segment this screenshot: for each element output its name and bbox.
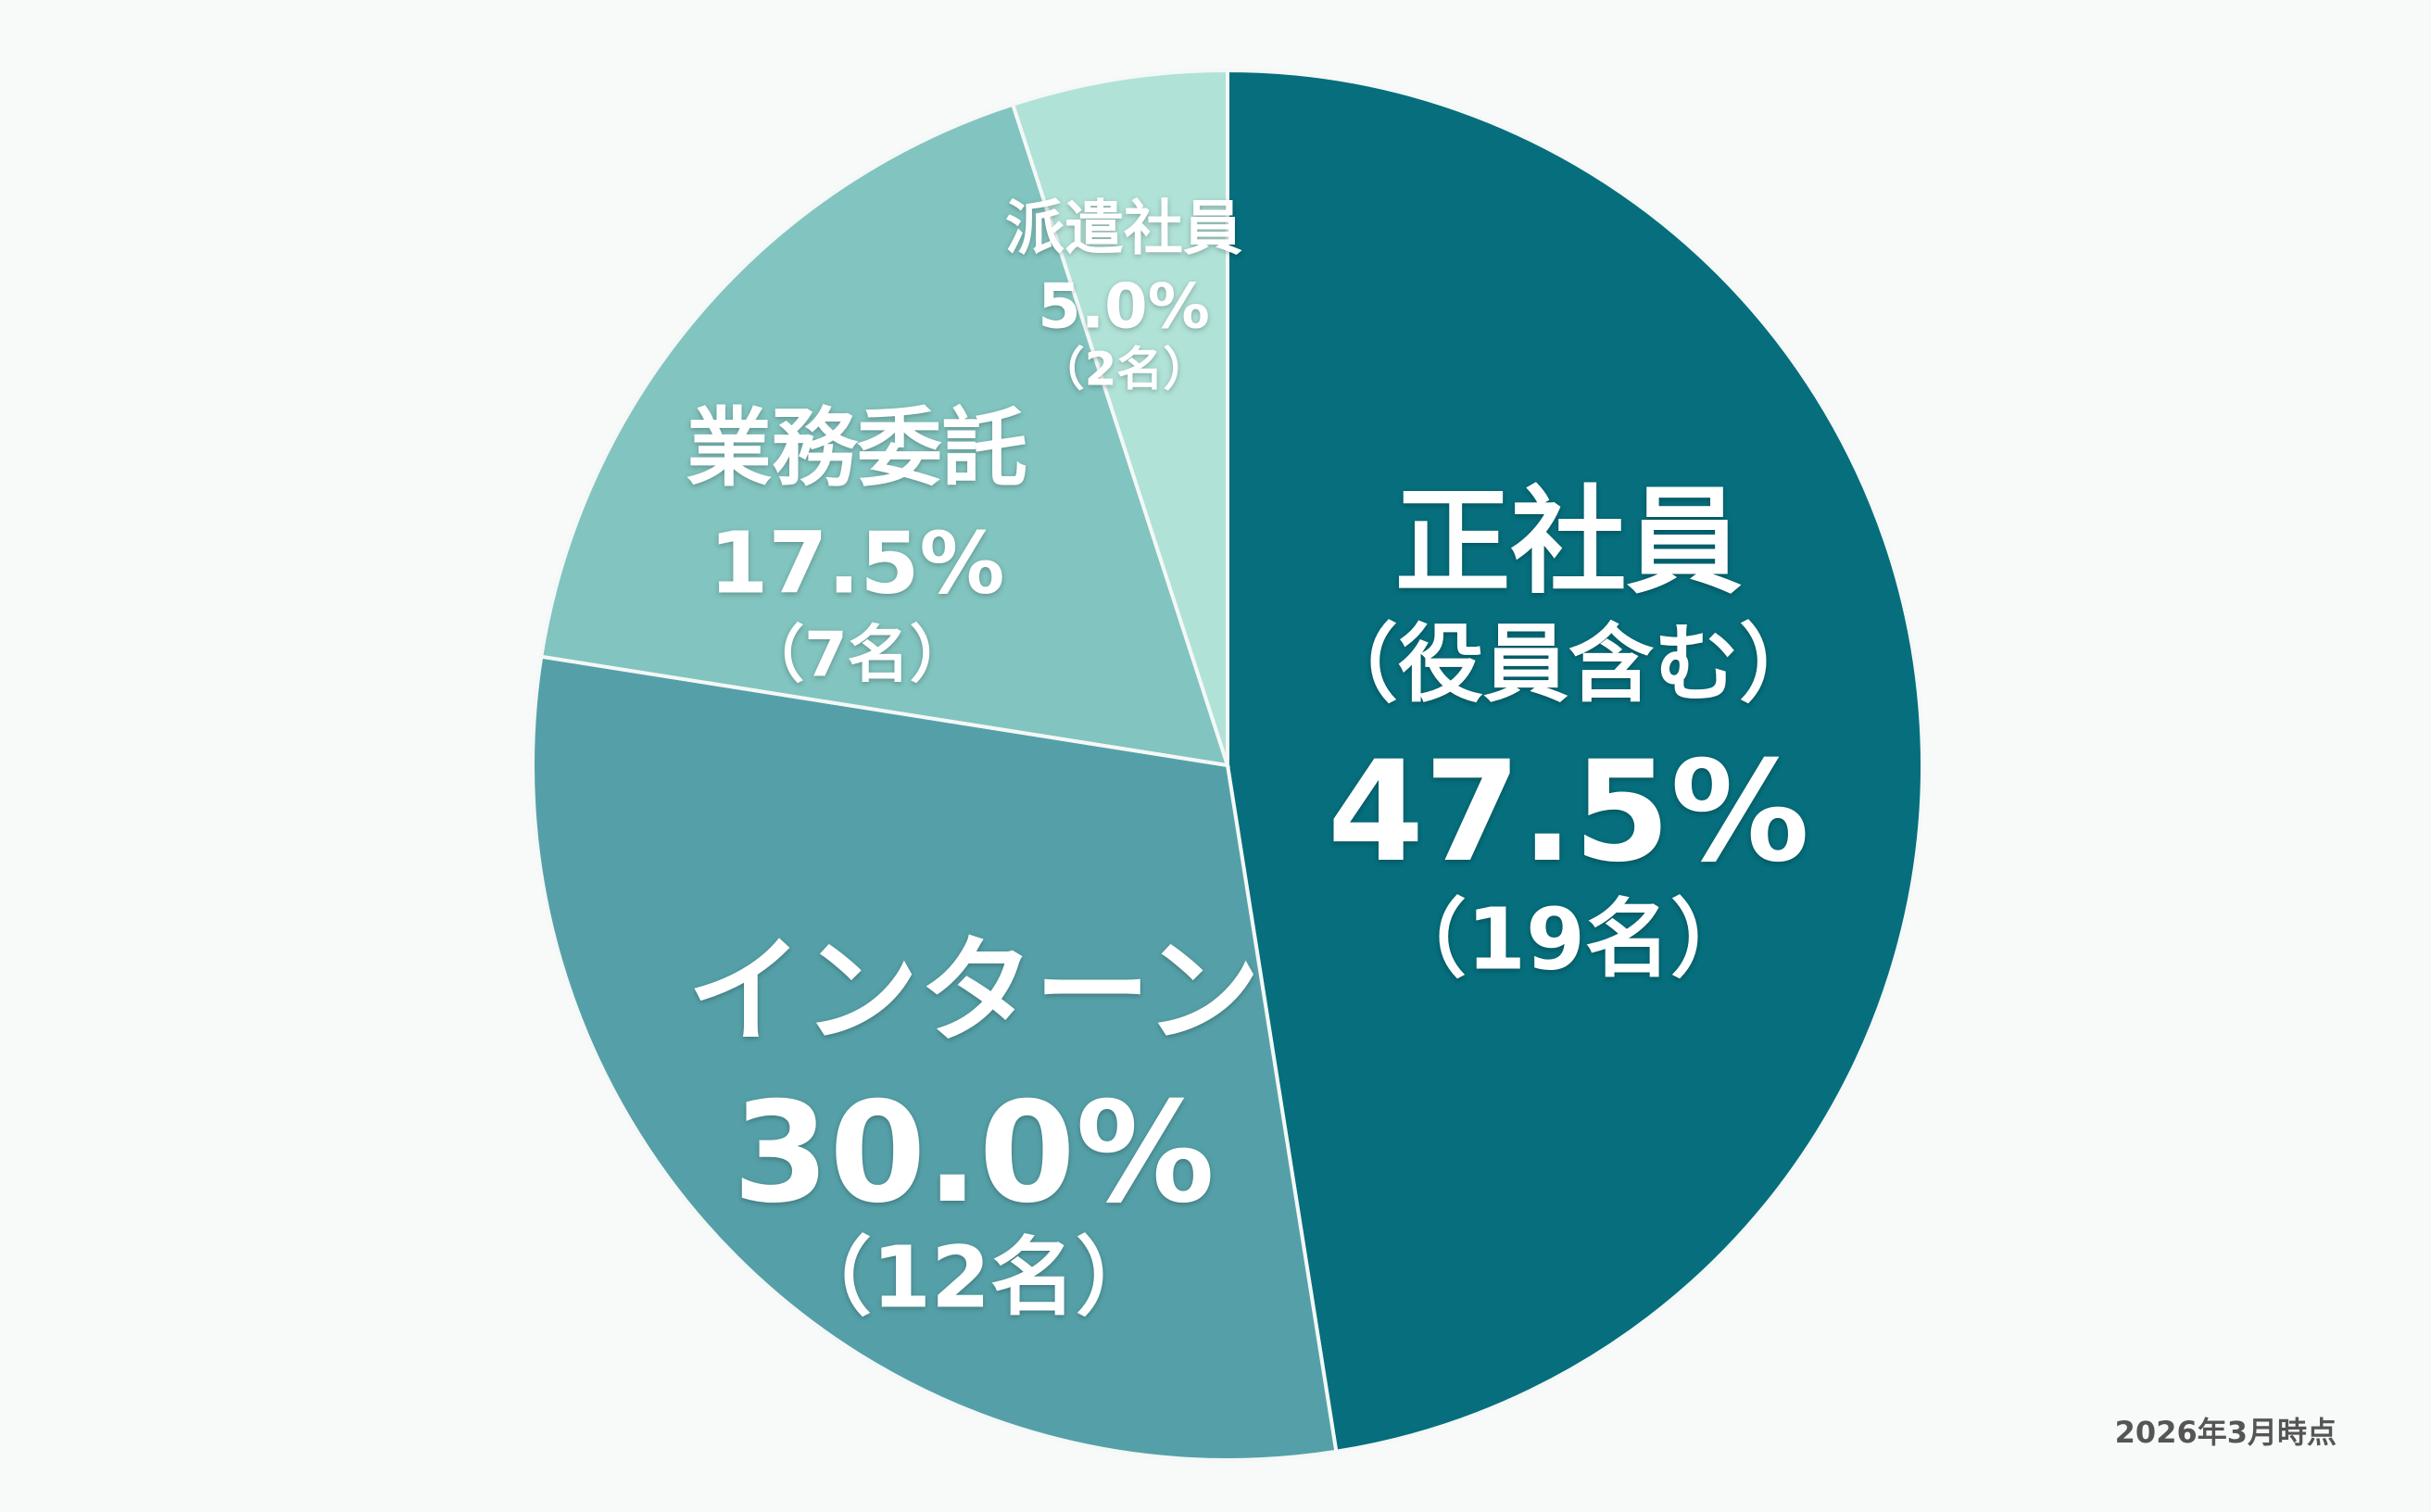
footnote: 2026年3月時点 [2115,1415,2337,1450]
value-label: 47.5% [1328,732,1809,893]
labels: 正社員（役員含む） 47.5%（19名） インターン 30.0%（12名） 業務委託 17… [686,195,1824,1328]
slice-note: （役員含む） [1313,614,1824,713]
value-label: 17.5% [709,513,1004,612]
pie-slice [531,654,1339,1462]
slice-label: 派遣社員 [1005,195,1242,264]
pie-slice [538,102,1230,768]
value-label: 5.0% [1038,271,1210,343]
count-label: （19名） [1381,889,1756,989]
slice-label: 正社員 [1395,475,1743,610]
pie-slice [1226,68,1925,1455]
slice-label: 業務委託 [686,398,1027,498]
count-label: （12名） [787,1228,1161,1327]
pie [531,68,1925,1462]
count-label: （7名） [742,619,972,691]
slice-label: インターン [687,925,1261,1059]
count-label: （2名） [1039,343,1210,397]
value-label: 30.0% [733,1073,1215,1234]
pie-slice [1010,68,1229,766]
